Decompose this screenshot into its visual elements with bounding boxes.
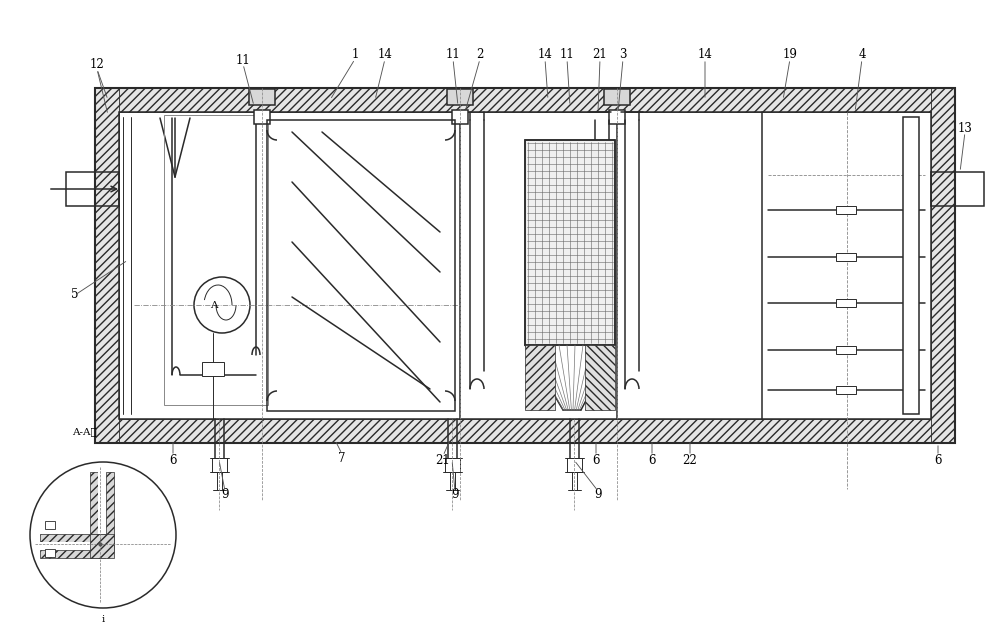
Bar [164, 115, 268, 405]
Bar [267, 120, 455, 411]
Text: 11: 11 [560, 48, 574, 61]
Bar [95, 88, 119, 443]
Text: 3: 3 [619, 48, 627, 61]
Text: 11: 11 [446, 48, 460, 61]
Bar [249, 89, 275, 105]
Bar [525, 345, 555, 410]
Bar [452, 110, 468, 124]
Bar [119, 112, 931, 419]
Bar [95, 88, 955, 112]
Bar [98, 472, 106, 550]
Text: 14: 14 [698, 48, 712, 61]
Circle shape [207, 363, 219, 375]
Bar [445, 458, 460, 472]
Bar [903, 117, 919, 414]
Bar [90, 534, 114, 558]
Text: 19: 19 [783, 48, 797, 61]
Text: 12: 12 [90, 58, 104, 72]
Bar [90, 472, 98, 550]
Text: 22: 22 [683, 453, 697, 467]
Text: 14: 14 [378, 48, 392, 61]
Text: 14: 14 [538, 48, 552, 61]
Text: 9: 9 [594, 489, 602, 501]
Text: 4: 4 [858, 48, 866, 61]
Bar [585, 345, 615, 410]
Bar [836, 206, 856, 214]
Text: 5: 5 [71, 288, 79, 302]
Bar [95, 88, 955, 443]
Text: 2: 2 [476, 48, 484, 61]
Bar [931, 88, 955, 443]
Bar [202, 362, 224, 376]
Text: 1: 1 [351, 48, 359, 61]
Bar [836, 386, 856, 394]
Bar [40, 542, 105, 550]
Text: 9: 9 [451, 489, 459, 501]
Text: 11: 11 [236, 53, 250, 67]
Bar [40, 534, 105, 542]
Bar [212, 458, 227, 472]
Text: 7: 7 [338, 451, 346, 465]
Bar [836, 299, 856, 307]
Bar [567, 458, 582, 472]
Text: A: A [210, 301, 218, 309]
Text: A-A放: A-A放 [72, 427, 96, 436]
Bar [45, 521, 55, 529]
Bar [604, 89, 630, 105]
Bar [40, 550, 105, 558]
Bar [106, 472, 114, 550]
Text: 21: 21 [593, 48, 607, 61]
Text: 6: 6 [934, 453, 942, 467]
Bar [525, 140, 615, 345]
Bar [66, 172, 119, 206]
Bar [95, 419, 955, 443]
Bar [45, 549, 55, 557]
Bar [931, 172, 984, 206]
Text: 6: 6 [592, 453, 600, 467]
Bar [836, 346, 856, 354]
Bar [254, 110, 270, 124]
Bar [609, 110, 625, 124]
Text: 9: 9 [221, 489, 229, 501]
Text: 6: 6 [648, 453, 656, 467]
Text: 21: 21 [436, 453, 450, 467]
Text: 6: 6 [169, 453, 177, 467]
Text: 13: 13 [958, 122, 972, 134]
Bar [836, 253, 856, 261]
Circle shape [30, 462, 176, 608]
Bar [525, 140, 615, 345]
Bar [447, 89, 473, 105]
Text: i: i [101, 616, 105, 624]
